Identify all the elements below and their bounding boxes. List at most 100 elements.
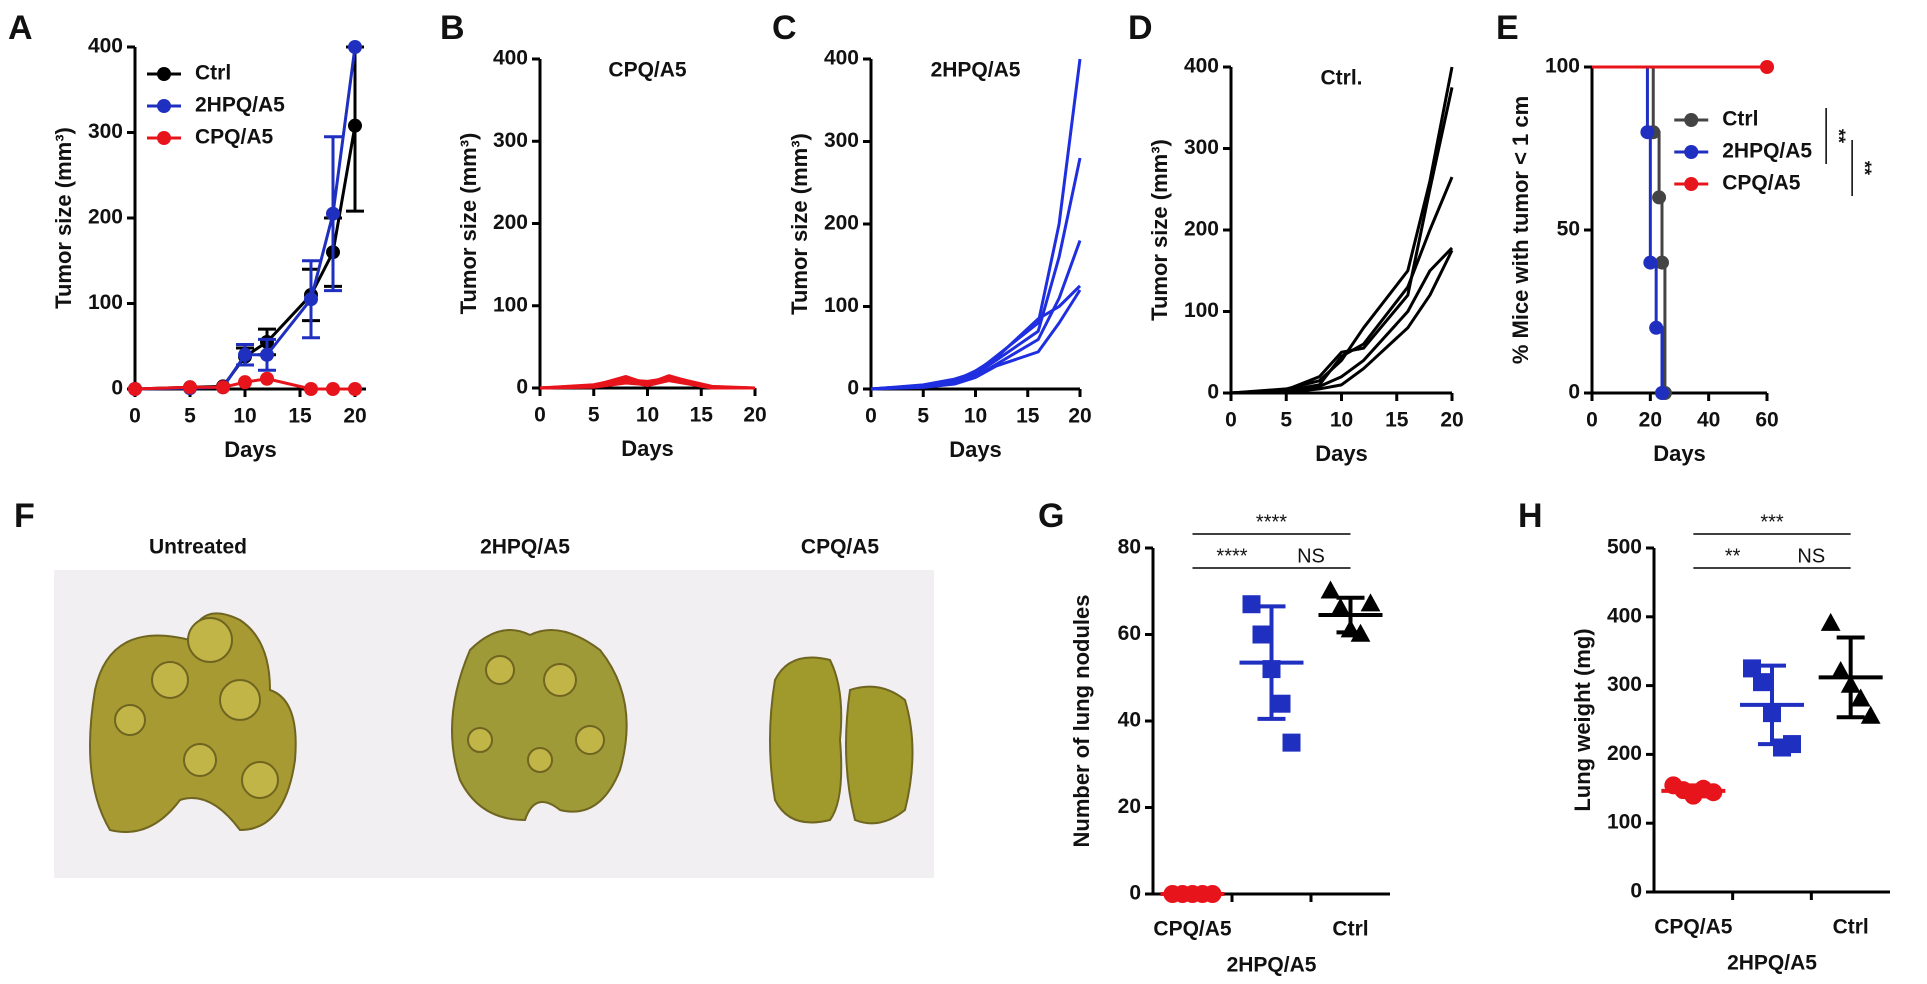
legend-label: CPQ/A5 xyxy=(1722,172,1801,195)
y-tick-label: 0 xyxy=(1129,882,1141,905)
y-tick-label: 40 xyxy=(1118,709,1141,732)
y-axis-title: Tumor size (mm³) xyxy=(1147,139,1172,321)
x-tick-label: 40 xyxy=(1697,409,1720,432)
point xyxy=(128,382,142,396)
point xyxy=(1282,733,1301,752)
y-tick-label: 100 xyxy=(824,294,859,317)
y-tick-label: 200 xyxy=(1607,742,1642,765)
x-tick-label: CPQ/A5 xyxy=(1153,918,1232,941)
y-tick-label: 200 xyxy=(493,211,528,234)
series-line xyxy=(1230,249,1454,395)
step-segment xyxy=(1592,65,1649,133)
y-tick-label: 400 xyxy=(493,47,528,70)
y-tick-label: 400 xyxy=(88,35,123,58)
point xyxy=(1252,625,1271,644)
legend-label: CPQ/A5 xyxy=(195,126,274,149)
series-line xyxy=(1230,246,1454,395)
y-tick-label: 80 xyxy=(1118,536,1141,559)
significance-label: **** xyxy=(1216,545,1247,567)
error-bar xyxy=(1836,635,1865,720)
y-tick-label: 300 xyxy=(493,129,528,152)
point xyxy=(1743,659,1761,678)
x-tick-label: 0 xyxy=(1586,409,1598,432)
x-tick-label: 20 xyxy=(743,404,766,427)
y-tick-label: 400 xyxy=(1184,55,1219,78)
point xyxy=(326,382,340,396)
y-tick-label: 100 xyxy=(1184,299,1219,322)
significance-label: ** xyxy=(1828,129,1848,143)
point xyxy=(183,380,197,395)
legend-marker xyxy=(157,131,171,145)
series-line xyxy=(1230,87,1454,395)
y-axis-title: Tumor size (mm³) xyxy=(787,133,812,315)
y-tick-label: 100 xyxy=(1607,811,1642,834)
lung-untreated xyxy=(89,612,297,833)
x-axis-title: Days xyxy=(224,437,277,462)
legend-marker xyxy=(157,67,171,81)
chart-title: CPQ/A5 xyxy=(608,59,687,82)
series-line xyxy=(870,284,1082,391)
legend-label: Ctrl xyxy=(195,62,231,85)
point xyxy=(1330,597,1351,616)
point xyxy=(326,206,340,221)
significance-label: ** xyxy=(1725,545,1741,567)
x-axis-title: Days xyxy=(621,436,674,461)
legend-label: 2HPQ/A5 xyxy=(195,94,285,117)
significance-label: **** xyxy=(1256,511,1287,533)
y-tick-label: 60 xyxy=(1118,622,1141,645)
x-tick-label: 20 xyxy=(1440,409,1463,432)
point xyxy=(1850,688,1871,707)
x-tick-label: 15 xyxy=(288,405,312,428)
point xyxy=(1655,386,1669,400)
step-segment xyxy=(1647,130,1652,263)
x-tick-label: 5 xyxy=(917,405,929,428)
series-line xyxy=(870,239,1082,391)
x-axis-title: Days xyxy=(1315,441,1368,466)
x-tick-label: 0 xyxy=(1225,409,1237,432)
point xyxy=(238,347,252,362)
y-axis-title: Tumor size (mm³) xyxy=(51,127,76,309)
x-tick-label: 5 xyxy=(1280,409,1292,432)
x-tick-label: 20 xyxy=(1068,405,1091,428)
y-tick-label: 0 xyxy=(516,376,528,399)
x-tick-label: 15 xyxy=(1385,409,1409,432)
y-tick-label: 200 xyxy=(88,206,123,229)
x-tick-label: 5 xyxy=(588,404,600,427)
panel-letter: G xyxy=(1038,497,1064,535)
significance-label: *** xyxy=(1760,511,1784,533)
panel-letter: B xyxy=(440,9,465,47)
photo xyxy=(54,570,934,878)
panel-letter: D xyxy=(1128,9,1153,47)
legend-label: Ctrl xyxy=(1722,108,1758,131)
x-tick-label: 60 xyxy=(1755,409,1778,432)
step-segment xyxy=(1662,261,1667,393)
x-tick-label: 10 xyxy=(233,405,256,428)
y-tick-label: 100 xyxy=(88,291,123,314)
point xyxy=(348,382,362,396)
point xyxy=(304,292,318,307)
y-tick-label: 300 xyxy=(88,120,123,143)
photo-label: 2HPQ/A5 xyxy=(480,536,570,559)
y-tick-label: 500 xyxy=(1607,536,1642,559)
y-tick-label: 300 xyxy=(1184,136,1219,159)
point xyxy=(1272,694,1291,713)
series-line xyxy=(539,374,756,390)
x-tick-label: Ctrl xyxy=(1833,916,1869,939)
x-tick-label: 15 xyxy=(1016,405,1040,428)
x-tick-label: 0 xyxy=(865,405,877,428)
point xyxy=(1360,593,1381,612)
point xyxy=(260,371,274,386)
lung-2hpq xyxy=(451,629,628,822)
point xyxy=(1860,705,1881,724)
point xyxy=(1760,60,1774,74)
error-bar xyxy=(1758,663,1786,747)
y-tick-label: 400 xyxy=(1607,604,1642,627)
legend-marker xyxy=(157,99,171,113)
y-tick-label: 300 xyxy=(1607,673,1642,696)
error-bar xyxy=(1257,604,1286,721)
point xyxy=(216,380,230,395)
panel-letter: E xyxy=(1496,9,1519,47)
lung-cpq xyxy=(769,656,914,825)
y-axis-title: Number of lung nodules xyxy=(1069,595,1094,848)
x-tick-label: 10 xyxy=(636,404,659,427)
